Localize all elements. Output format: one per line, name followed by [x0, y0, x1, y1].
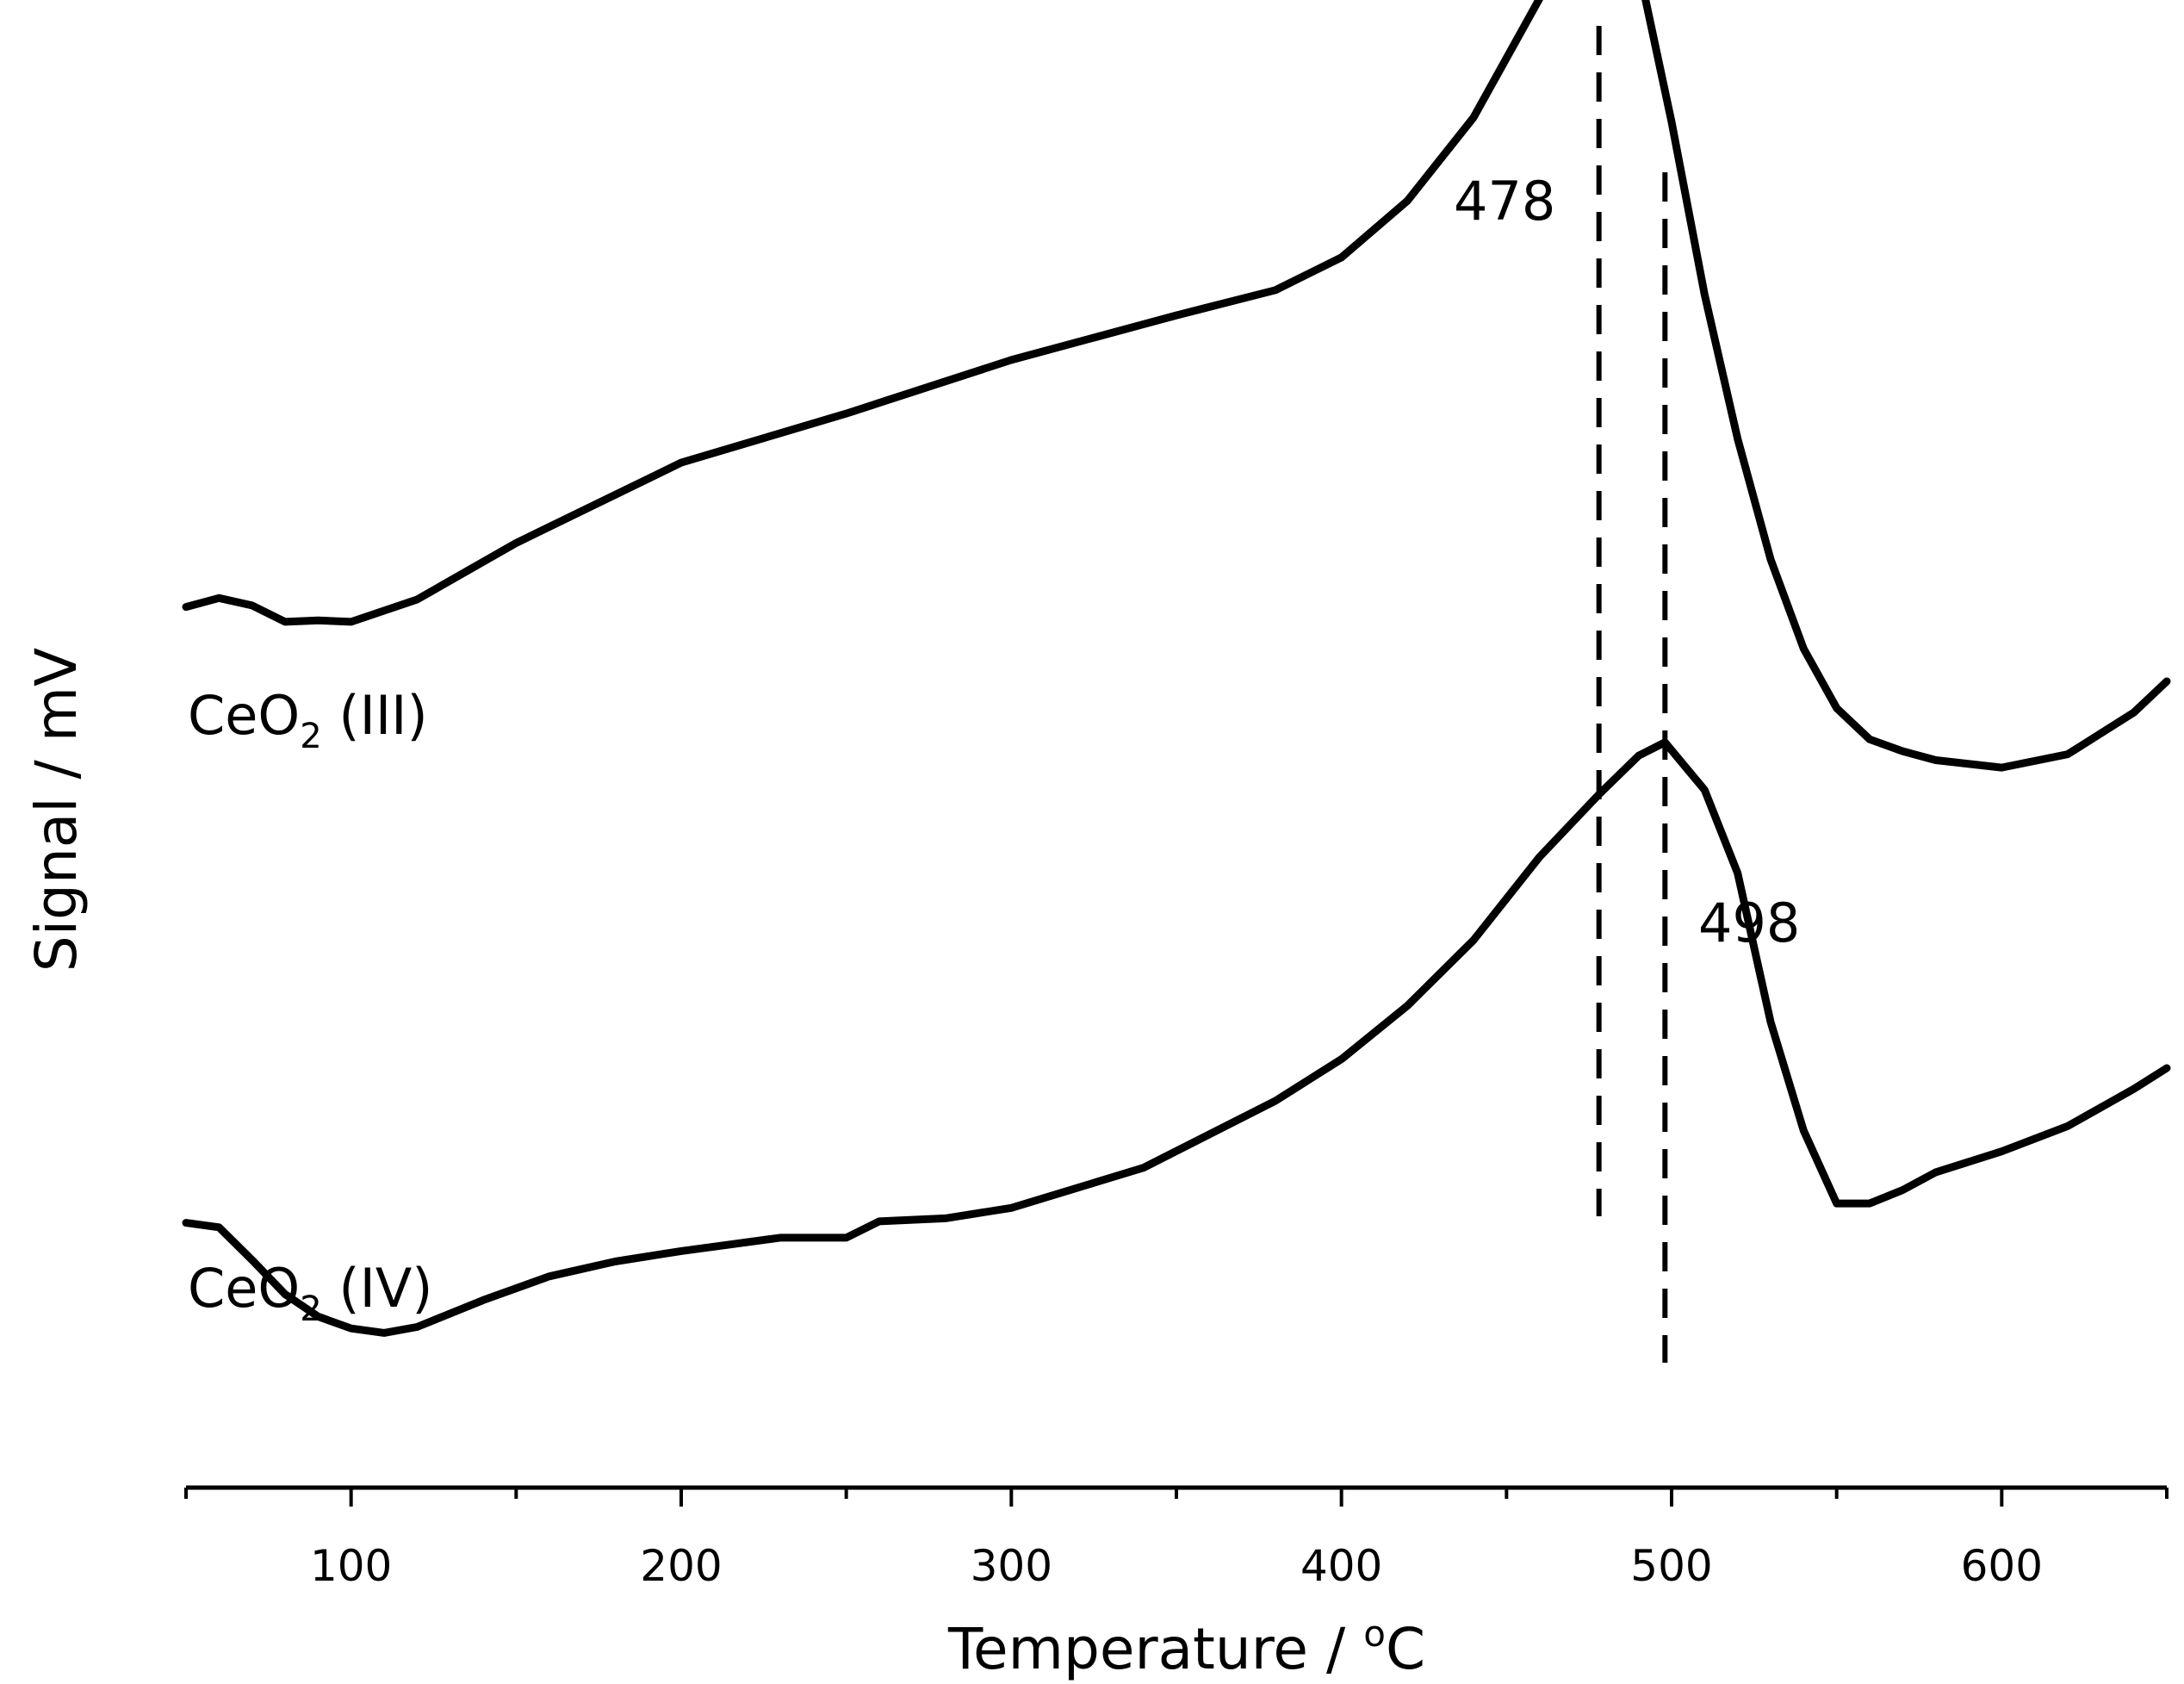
x-tick-label-300: 300 — [971, 1541, 1052, 1591]
y-axis-title: Signal / mV — [23, 648, 90, 972]
series-line-ceo2-iii — [182, 0, 2171, 772]
series-label-ceo2-iv-main: CeO — [188, 1257, 300, 1320]
peak-label-478: 478 — [1454, 170, 1555, 233]
x-axis-title: Temperature / oC — [947, 1613, 1425, 1682]
series-label-ceo2-iii: CeO2 (III) — [188, 684, 428, 756]
series-label-ceo2-iii-main: CeO — [188, 684, 300, 747]
x-axis-ticks — [184, 1488, 2168, 1507]
x-tick-label-500: 500 — [1630, 1541, 1712, 1591]
x-tick-label-100: 100 — [310, 1541, 392, 1591]
x-tick-label-600: 600 — [1961, 1541, 2043, 1591]
x-axis-title-main: Temperature / — [947, 1616, 1363, 1682]
series-label-ceo2-iii-sub: 2 — [300, 717, 321, 756]
x-tick-label-400: 400 — [1300, 1541, 1382, 1591]
x-axis-title-unit: C — [1386, 1616, 1425, 1682]
series-line-ceo2-iv — [182, 738, 2171, 1337]
series-label-ceo2-iii-suffix: (III) — [322, 684, 428, 747]
series-label-ceo2-iv-suffix: (IV) — [322, 1257, 433, 1320]
series-label-ceo2-iv-sub: 2 — [300, 1289, 321, 1329]
series-label-ceo2-iv: CeO2 (IV) — [188, 1257, 433, 1329]
peak-label-498: 498 — [1698, 892, 1800, 954]
x-tick-label-200: 200 — [640, 1541, 722, 1591]
x-axis-title-degree: o — [1363, 1613, 1386, 1655]
x-axis-tick-labels: 100 200 300 400 500 600 — [310, 1541, 2043, 1591]
